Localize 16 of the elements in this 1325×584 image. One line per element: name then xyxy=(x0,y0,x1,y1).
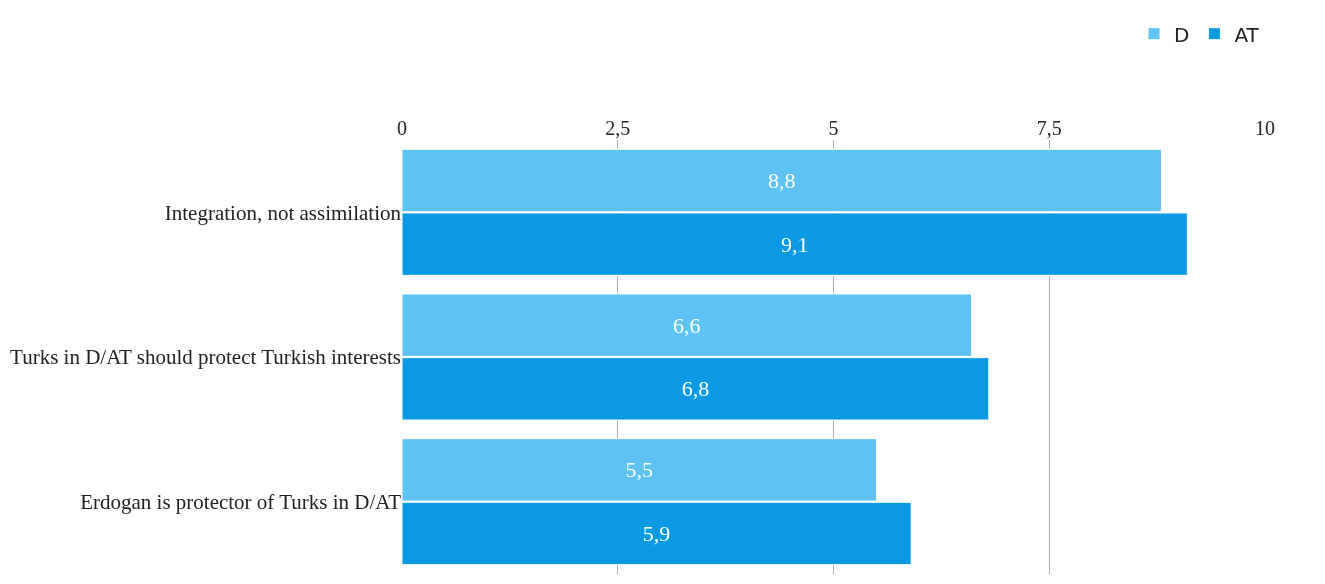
y-tick-label: Integration, not assimilation xyxy=(164,200,402,225)
y-tick-label: Erdogan is protector of Turks in D/AT xyxy=(80,490,402,515)
legend-label: D xyxy=(1174,22,1190,47)
legend-label: AT xyxy=(1234,22,1260,47)
x-tick-label: 0 xyxy=(397,117,407,139)
x-tick-label: 7,5 xyxy=(1036,117,1062,139)
x-tick-label: 5 xyxy=(828,117,839,139)
data-label: 8,8 xyxy=(767,168,796,194)
data-label: 5,9 xyxy=(642,520,671,546)
y-tick-label: Turks in D/AT should protect Turkish interests xyxy=(10,345,401,370)
data-label: 6,8 xyxy=(681,376,710,402)
data-label: 9,1 xyxy=(780,231,809,257)
x-tick-label: 2,5 xyxy=(605,117,631,139)
data-label: 5,5 xyxy=(625,457,654,483)
data-label: 6,6 xyxy=(673,312,701,338)
x-tick-label: 10 xyxy=(1255,117,1275,139)
